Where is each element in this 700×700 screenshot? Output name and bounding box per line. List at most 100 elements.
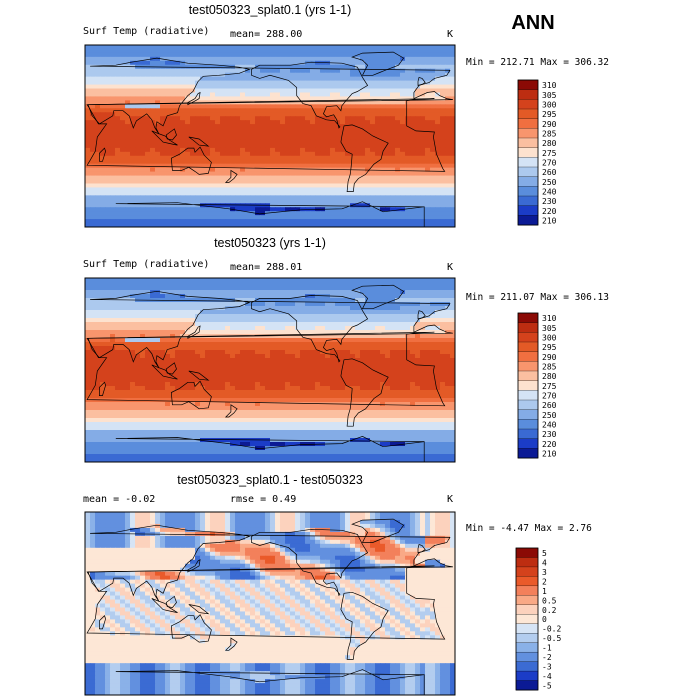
map-cell — [445, 282, 451, 287]
map-cell — [155, 159, 161, 165]
map-cell — [195, 48, 201, 54]
map-cell — [355, 342, 361, 347]
map-cell — [435, 96, 441, 101]
map-cell — [325, 175, 331, 181]
map-cell — [160, 342, 166, 347]
map-cell — [440, 286, 446, 291]
map-cell — [345, 76, 351, 82]
map-cell — [125, 302, 131, 307]
map-cell — [235, 163, 241, 169]
map-cell — [310, 100, 316, 105]
map-cell — [225, 80, 231, 86]
map-cell — [400, 92, 406, 98]
map-cell — [425, 128, 431, 133]
map-cell — [160, 282, 166, 287]
map-cell — [315, 100, 321, 105]
map-cell — [350, 183, 356, 189]
map-cell — [110, 195, 116, 200]
map-cell — [175, 175, 181, 181]
map-cell — [230, 171, 236, 177]
map-cell — [370, 326, 376, 331]
map-cell — [380, 183, 386, 189]
map-cell — [275, 147, 281, 153]
map-cell — [325, 354, 331, 359]
map-cell — [425, 76, 431, 82]
map-cell — [250, 147, 256, 153]
map-cell — [415, 100, 421, 105]
map-cell — [430, 219, 436, 224]
map-cell — [335, 191, 341, 196]
map-cell — [445, 286, 451, 291]
map-cell — [200, 314, 206, 319]
map-cell — [420, 68, 426, 74]
map-cell — [225, 211, 231, 216]
map-cell — [135, 100, 141, 105]
map-cell — [400, 278, 406, 283]
map-cell — [200, 278, 206, 283]
map-cell — [310, 187, 316, 192]
map-cell — [305, 159, 311, 165]
map-cell — [295, 223, 301, 227]
map-cell — [360, 88, 366, 94]
map-cell — [185, 120, 191, 125]
map-cell — [110, 171, 116, 177]
map-cell — [185, 48, 191, 54]
map-cell — [210, 318, 216, 323]
map-cell — [155, 342, 161, 347]
map-cell — [110, 223, 116, 227]
map-cell — [370, 294, 376, 299]
map-cell — [155, 104, 161, 109]
map-cell — [245, 199, 251, 204]
map-cell — [435, 92, 441, 98]
map-cell — [110, 72, 116, 78]
map-cell — [380, 171, 386, 177]
map-cell — [435, 112, 441, 117]
map-cell — [190, 147, 196, 153]
map-cell — [120, 151, 126, 157]
map-cell — [130, 76, 136, 82]
map-cell — [260, 163, 266, 169]
map-cell — [195, 132, 201, 137]
map-cell — [390, 132, 396, 137]
map-cell — [320, 167, 326, 173]
map-cell — [370, 88, 376, 94]
map-cell — [185, 346, 191, 351]
map-cell — [355, 310, 361, 315]
map-cell — [205, 183, 211, 189]
map-cell — [180, 96, 186, 101]
map-cell — [435, 326, 441, 331]
map-cell — [345, 147, 351, 153]
map-cell — [275, 211, 281, 216]
map-cell — [320, 175, 326, 181]
map-cell — [165, 120, 171, 125]
map-cell — [235, 108, 241, 113]
map-cell — [205, 338, 211, 343]
map-cell — [330, 326, 336, 331]
map-cell — [225, 116, 231, 121]
map-cell — [135, 80, 141, 86]
map-cell — [160, 80, 166, 86]
map-cell — [315, 167, 321, 173]
map-cell — [380, 116, 386, 121]
map-cell — [160, 159, 166, 165]
map-cell — [340, 179, 346, 185]
map-cell — [295, 354, 301, 359]
map-cell — [315, 298, 321, 303]
map-cell — [95, 136, 101, 141]
map-cell — [300, 354, 306, 359]
map-cell — [145, 199, 151, 204]
map-cell — [155, 163, 161, 169]
map-cell — [235, 354, 241, 359]
map-cell — [220, 96, 226, 101]
map-cell — [320, 84, 326, 90]
map-cell — [175, 294, 181, 299]
map-cell — [135, 104, 141, 109]
map-cell — [325, 334, 331, 339]
map-cell — [365, 195, 371, 200]
map-cell — [420, 116, 426, 121]
map-cell — [150, 100, 156, 105]
panel-model-2: test050323 (yrs 1-1) Surf Temp (radiativ… — [83, 236, 609, 463]
map-cell — [435, 286, 441, 291]
map-cell — [215, 310, 221, 315]
map-cell — [355, 191, 361, 196]
